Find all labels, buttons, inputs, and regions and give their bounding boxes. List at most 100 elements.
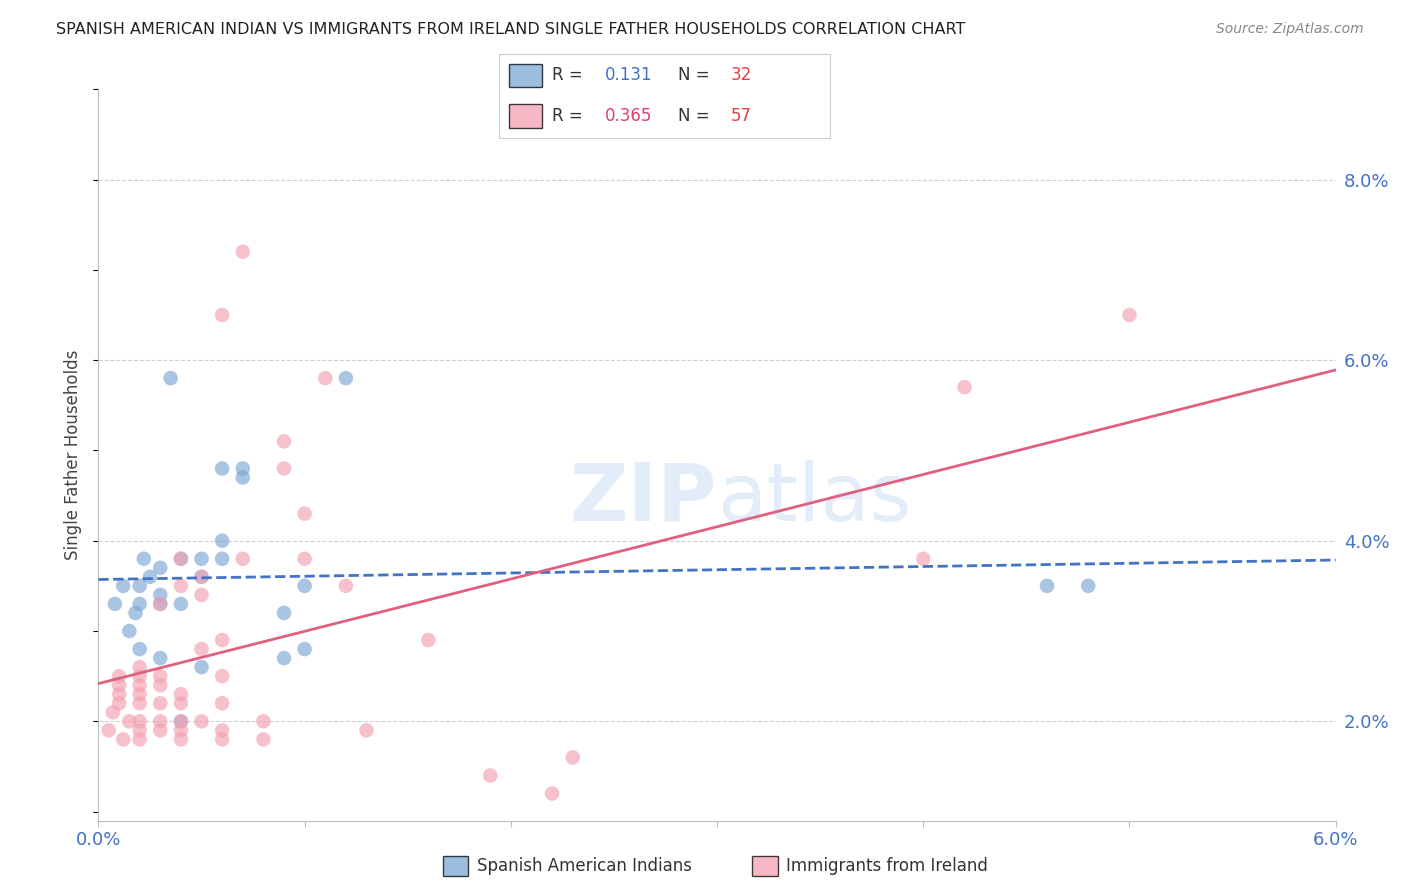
Point bbox=[159, 371, 181, 385]
Point bbox=[294, 507, 316, 521]
Point bbox=[912, 551, 935, 566]
Point bbox=[561, 750, 583, 764]
Point bbox=[124, 606, 146, 620]
Point bbox=[128, 732, 150, 747]
Point bbox=[108, 696, 131, 710]
Text: Immigrants from Ireland: Immigrants from Ireland bbox=[786, 857, 988, 875]
Text: R =: R = bbox=[553, 107, 582, 125]
Point bbox=[170, 696, 193, 710]
Point bbox=[97, 723, 120, 738]
Point bbox=[149, 561, 172, 575]
Point bbox=[118, 714, 141, 729]
Point bbox=[128, 723, 150, 738]
Point bbox=[128, 660, 150, 674]
Point bbox=[128, 714, 150, 729]
Point bbox=[418, 633, 440, 648]
Point bbox=[108, 669, 131, 683]
Point bbox=[112, 579, 135, 593]
Point bbox=[170, 687, 193, 701]
Point bbox=[149, 723, 172, 738]
Text: 0.131: 0.131 bbox=[605, 66, 652, 84]
Point bbox=[273, 606, 295, 620]
Point bbox=[211, 696, 233, 710]
Point bbox=[211, 308, 233, 322]
Point bbox=[149, 588, 172, 602]
Point bbox=[211, 669, 233, 683]
Point bbox=[232, 244, 254, 259]
Text: ZIP: ZIP bbox=[569, 459, 717, 538]
Point bbox=[128, 579, 150, 593]
Point bbox=[128, 696, 150, 710]
Point bbox=[479, 768, 502, 782]
Point bbox=[128, 687, 150, 701]
Point bbox=[149, 651, 172, 665]
Y-axis label: Single Father Households: Single Father Households bbox=[65, 350, 83, 560]
Point bbox=[108, 678, 131, 692]
Point bbox=[252, 732, 274, 747]
Point bbox=[1077, 579, 1099, 593]
Point bbox=[211, 551, 233, 566]
Point bbox=[101, 706, 124, 720]
Point bbox=[232, 551, 254, 566]
Point bbox=[170, 723, 193, 738]
Point bbox=[211, 533, 233, 548]
Point bbox=[132, 551, 155, 566]
Point bbox=[356, 723, 378, 738]
Point bbox=[149, 678, 172, 692]
Point bbox=[149, 696, 172, 710]
Point bbox=[190, 588, 212, 602]
Point bbox=[232, 470, 254, 484]
Point bbox=[170, 579, 193, 593]
Point bbox=[541, 787, 564, 801]
Text: atlas: atlas bbox=[717, 459, 911, 538]
Text: 32: 32 bbox=[731, 66, 752, 84]
Point bbox=[211, 461, 233, 475]
Point bbox=[170, 714, 193, 729]
Point bbox=[149, 597, 172, 611]
Point bbox=[211, 732, 233, 747]
Text: 57: 57 bbox=[731, 107, 751, 125]
Point bbox=[190, 714, 212, 729]
Point bbox=[170, 597, 193, 611]
Point bbox=[953, 380, 976, 394]
Point bbox=[232, 461, 254, 475]
Point bbox=[139, 570, 162, 584]
Point bbox=[104, 597, 127, 611]
Point bbox=[190, 642, 212, 657]
Point bbox=[294, 579, 316, 593]
Point bbox=[335, 371, 357, 385]
Point bbox=[273, 651, 295, 665]
Point bbox=[170, 714, 193, 729]
Text: Spanish American Indians: Spanish American Indians bbox=[477, 857, 692, 875]
Point bbox=[211, 723, 233, 738]
Point bbox=[108, 687, 131, 701]
Point bbox=[170, 732, 193, 747]
Point bbox=[128, 597, 150, 611]
Point bbox=[1036, 579, 1059, 593]
Point bbox=[149, 669, 172, 683]
Point bbox=[1118, 308, 1140, 322]
Text: Source: ZipAtlas.com: Source: ZipAtlas.com bbox=[1216, 22, 1364, 37]
Point bbox=[112, 732, 135, 747]
Point bbox=[190, 570, 212, 584]
FancyBboxPatch shape bbox=[509, 63, 543, 87]
Point bbox=[211, 633, 233, 648]
Point bbox=[252, 714, 274, 729]
FancyBboxPatch shape bbox=[509, 104, 543, 128]
Point bbox=[118, 624, 141, 638]
Point bbox=[190, 551, 212, 566]
Point bbox=[335, 579, 357, 593]
Point bbox=[170, 551, 193, 566]
Point bbox=[190, 660, 212, 674]
Point bbox=[273, 434, 295, 449]
Text: R =: R = bbox=[553, 66, 582, 84]
Point bbox=[149, 597, 172, 611]
Text: SPANISH AMERICAN INDIAN VS IMMIGRANTS FROM IRELAND SINGLE FATHER HOUSEHOLDS CORR: SPANISH AMERICAN INDIAN VS IMMIGRANTS FR… bbox=[56, 22, 966, 37]
Point bbox=[314, 371, 336, 385]
Point bbox=[273, 461, 295, 475]
Point bbox=[149, 714, 172, 729]
Text: N =: N = bbox=[678, 66, 709, 84]
Point bbox=[128, 642, 150, 657]
Point bbox=[128, 669, 150, 683]
Text: N =: N = bbox=[678, 107, 709, 125]
